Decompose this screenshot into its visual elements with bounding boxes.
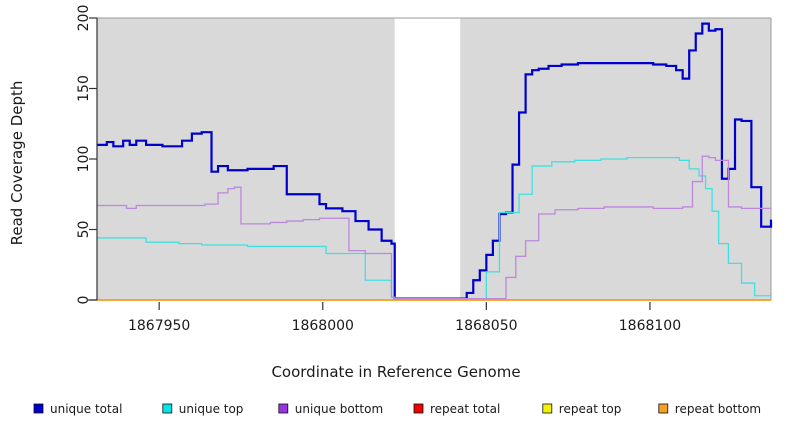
legend-label: repeat bottom: [675, 402, 761, 416]
legend-item-unique-bottom[interactable]: unique bottom: [278, 402, 383, 416]
x-tick-label: 1867950: [128, 318, 190, 334]
legend-item-unique-total[interactable]: unique total: [33, 402, 122, 416]
chart-legend: unique total unique top unique bottom repea…: [33, 402, 761, 416]
series-line-unique-top: [97, 156, 771, 300]
y-tick-label: 50: [76, 221, 92, 239]
legend-swatch: [162, 403, 173, 414]
x-tick-label: 1868100: [619, 318, 681, 334]
series-line-unique-total: [97, 22, 773, 300]
series-layer: [97, 22, 773, 301]
legend-label: unique total: [50, 402, 122, 416]
legend-swatch: [33, 403, 44, 414]
tick-label-layer: 0 50 100 150 200 1867950 1868000 1868050 1868100: [76, 5, 681, 334]
legend-item-unique-top[interactable]: unique top: [162, 402, 244, 416]
x-tick-label: 1868000: [292, 318, 354, 334]
legend-swatch: [413, 403, 424, 414]
legend-swatch: [278, 403, 289, 414]
legend-label: unique bottom: [295, 402, 383, 416]
legend-item-repeat-bottom[interactable]: repeat bottom: [658, 402, 761, 416]
legend-swatch: [542, 403, 553, 414]
y-tick-label: 150: [76, 75, 92, 102]
legend-label: unique top: [179, 402, 244, 416]
y-tick-label: 0: [76, 296, 92, 305]
legend-swatch: [658, 403, 669, 414]
y-tick-label: 100: [76, 146, 92, 173]
series-line-unique-bottom: [97, 155, 771, 300]
plot-panel: [97, 17, 772, 300]
y-tick-label: 200: [76, 5, 92, 32]
axes-layer: [88, 17, 651, 310]
legend-label: repeat total: [430, 402, 500, 416]
legend-item-repeat-total[interactable]: repeat total: [413, 402, 500, 416]
legend-item-repeat-top[interactable]: repeat top: [542, 402, 622, 416]
panel-shade-left: [97, 18, 395, 300]
x-tick-label: 1868050: [455, 318, 517, 334]
x-axis-title: Coordinate in Reference Genome: [271, 363, 520, 381]
legend-label: repeat top: [559, 402, 622, 416]
y-axis-title: Read Coverage Depth: [8, 81, 26, 246]
